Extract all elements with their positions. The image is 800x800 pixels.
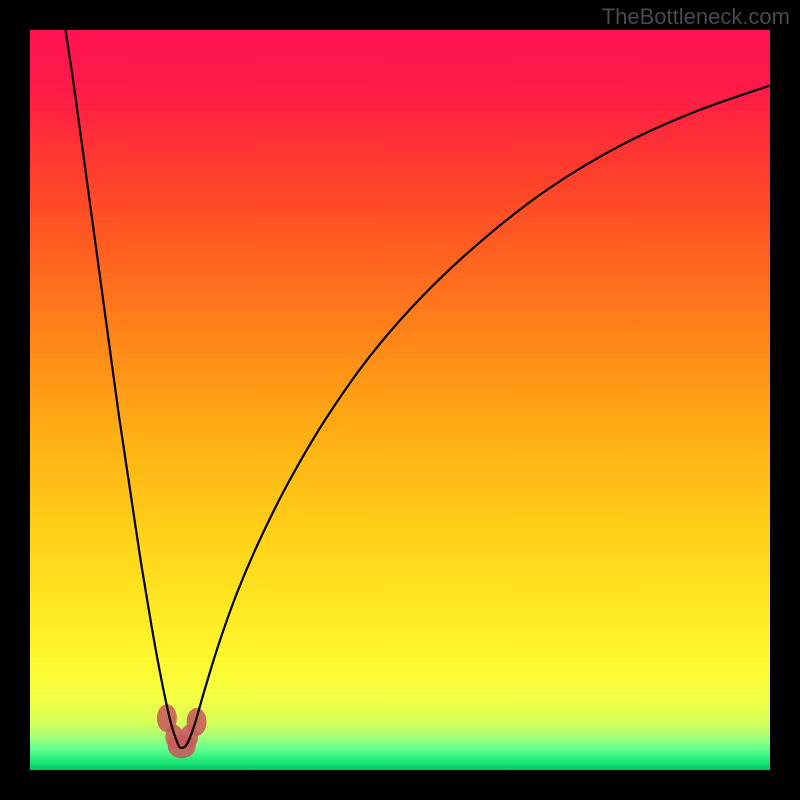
gradient-background xyxy=(30,30,770,770)
watermark-label: TheBottleneck.com xyxy=(602,4,790,30)
chart-container: TheBottleneck.com xyxy=(0,0,800,800)
chart-svg xyxy=(0,0,800,800)
